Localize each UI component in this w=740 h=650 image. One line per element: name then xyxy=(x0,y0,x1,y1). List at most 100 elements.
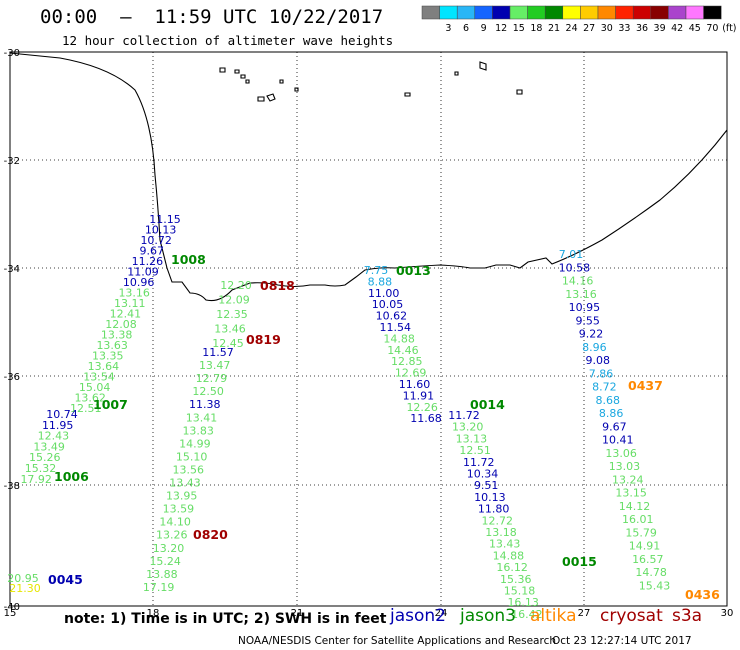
island-12 xyxy=(454,71,459,76)
swh-value: 13.03 xyxy=(609,460,641,473)
island-1 xyxy=(219,67,226,73)
legend-unit: (ft) xyxy=(722,23,736,34)
swh-value: 7.01 xyxy=(559,248,584,261)
swh-value: 13.20 xyxy=(153,542,185,555)
y-tick-label: -38 xyxy=(4,481,20,492)
legend-swatch xyxy=(703,5,722,20)
legend-swatch xyxy=(544,5,564,20)
x-axis-ticks: 15 18 21 24 27 30 xyxy=(4,608,734,619)
swh-value: 17.19 xyxy=(143,581,175,594)
swh-value: 16.01 xyxy=(622,513,654,526)
legend-label: 18 xyxy=(530,23,542,34)
legend-label: 24 xyxy=(566,23,578,34)
legend-label: 70 xyxy=(706,23,718,34)
swh-value: 9.22 xyxy=(579,328,604,341)
swh-value: 12.08 xyxy=(105,318,137,331)
swh-value: 13.24 xyxy=(612,473,644,486)
pass-time-label: 0436 xyxy=(685,587,720,602)
swh-value: 13.59 xyxy=(163,503,195,516)
swh-value: 14.46 xyxy=(387,344,419,357)
legend-label: 21 xyxy=(548,23,560,34)
swh-value: 15.10 xyxy=(176,450,208,463)
swh-value: 11.00 xyxy=(368,287,400,300)
swh-value: 13.47 xyxy=(199,359,231,372)
swh-value: 14.88 xyxy=(383,332,415,345)
swh-value: 13.16 xyxy=(118,287,150,300)
swh-value: 10.13 xyxy=(474,491,506,504)
swh-value: 9.51 xyxy=(474,479,499,492)
swh-value: 8.96 xyxy=(582,341,607,354)
pass-time-label: 0819 xyxy=(246,332,281,347)
y-tick-label: -34 xyxy=(4,264,20,275)
pass-time-label: 0015 xyxy=(562,554,597,569)
legend-swatch xyxy=(527,5,546,20)
legend-swatch xyxy=(474,5,493,20)
swh-value: 15.04 xyxy=(79,381,111,394)
swh-value: 7.86 xyxy=(589,367,614,380)
swh-value: 8.72 xyxy=(592,381,617,394)
swh-value: 16.42 xyxy=(511,608,543,621)
island-11 xyxy=(516,89,523,95)
swh-value: 16.13 xyxy=(507,596,539,609)
pass-time-label: 0014 xyxy=(470,397,505,412)
swh-value: 12.41 xyxy=(110,308,142,321)
swh-value: 16.57 xyxy=(632,553,664,566)
island-7 xyxy=(279,79,284,84)
swh-value: 11.57 xyxy=(202,346,234,359)
legend-cryosat: cryosat xyxy=(600,606,663,626)
color-legend: 3 6 9 12 15 18 21 24 27 30 33 36 39 42 45 70 (ft) xyxy=(421,5,737,34)
y-axis-ticks: -30 -32 -34 -36 -38 -40 xyxy=(4,48,20,613)
island-2 xyxy=(234,69,240,74)
island-9 xyxy=(404,92,411,97)
swh-value: 13.49 xyxy=(33,440,65,453)
swh-value: 12.51 xyxy=(70,402,102,415)
pass-time-label: 0820 xyxy=(193,527,228,542)
map-subtitle: 12 hour collection of altimeter wave hei… xyxy=(62,33,394,48)
swh-value: 12.50 xyxy=(192,385,224,398)
legend-jason3: jason3 xyxy=(460,606,516,626)
swh-value: 13.41 xyxy=(186,411,218,424)
swh-value: 12.69 xyxy=(395,367,427,380)
island-4 xyxy=(245,79,250,84)
swh-value: 12.79 xyxy=(196,372,228,385)
swh-value: 13.43 xyxy=(489,538,521,551)
pass-time-label: 1008 xyxy=(171,252,206,267)
swh-value: 14.91 xyxy=(629,540,661,553)
swh-value: 12.85 xyxy=(391,355,423,368)
legend-swatch xyxy=(668,5,687,20)
swh-value: 12.26 xyxy=(406,401,438,414)
legend-swatch xyxy=(509,5,528,20)
swh-value: 15.36 xyxy=(500,573,532,586)
y-tick-label: -36 xyxy=(4,372,20,383)
x-tick-label: 15 xyxy=(4,608,17,619)
swh-value: 15.24 xyxy=(149,555,181,568)
legend-swatch xyxy=(439,5,458,20)
swh-value: 14.12 xyxy=(619,500,651,513)
pass-time-label: 0013 xyxy=(396,263,431,278)
swh-value: 8.68 xyxy=(595,394,620,407)
lat-lon-grid xyxy=(10,52,727,606)
pass-time-label: 1007 xyxy=(93,397,128,412)
swh-value: 20.95 xyxy=(7,572,39,585)
swh-value: 13.20 xyxy=(452,421,484,434)
map-title: 00:00 – 11:59 UTC 10/22/2017 xyxy=(40,6,384,28)
swh-value: 11.95 xyxy=(42,419,74,432)
y-tick-label: -32 xyxy=(4,156,20,167)
swh-value: 9.55 xyxy=(575,314,600,327)
swh-value: 8.86 xyxy=(599,407,624,420)
legend-label: 27 xyxy=(583,23,595,34)
swh-value: 12.72 xyxy=(482,514,514,527)
swh-value: 13.11 xyxy=(114,297,146,310)
legend-label: 36 xyxy=(636,23,648,34)
swh-value: 11.38 xyxy=(189,398,221,411)
legend-label: 45 xyxy=(689,23,701,34)
swh-value: 16.12 xyxy=(496,561,528,574)
swh-value: 10.96 xyxy=(123,276,155,289)
swh-value: 11.54 xyxy=(380,321,412,334)
swh-value: 12.51 xyxy=(459,444,491,457)
swh-value: 12.20 xyxy=(220,279,252,292)
swh-value: 15.43 xyxy=(639,580,671,593)
legend-jason2: jason2 xyxy=(390,606,446,626)
swh-value: 7.75 xyxy=(364,264,389,277)
